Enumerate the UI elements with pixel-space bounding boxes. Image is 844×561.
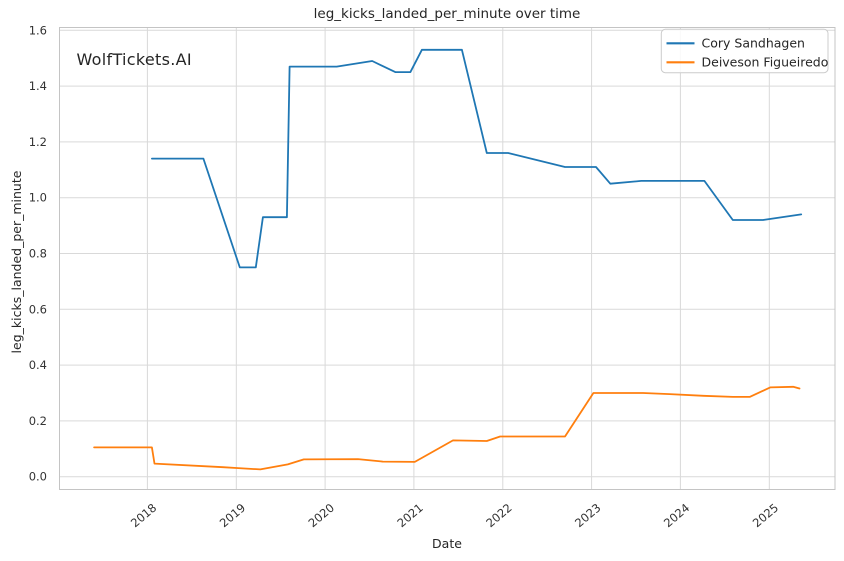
legend-box	[660, 28, 829, 74]
y-tick-label: 0.0	[29, 470, 47, 484]
x-tick-label: 2021	[394, 501, 425, 531]
gridlines	[59, 27, 835, 490]
x-tick-label: 2018	[128, 501, 159, 531]
data-series	[93, 48, 803, 471]
watermark: WolfTickets.AI	[77, 50, 192, 69]
x-tick-label: 2025	[750, 501, 781, 531]
y-tick-label: 0.6	[29, 302, 47, 316]
y-tick-label: 1.0	[29, 191, 47, 205]
y-tick-label: 1.4	[29, 79, 47, 93]
y-tick-label: 1.6	[29, 23, 47, 37]
y-tick-label: 0.2	[29, 414, 47, 428]
y-axis-tick-labels: 0.0 0.2 0.4 0.6 0.8 1.0 1.2 1.4 1.6	[29, 23, 47, 483]
y-tick-label: 1.2	[29, 135, 47, 149]
x-tick-label: 2019	[217, 501, 248, 531]
x-tick-label: 2022	[483, 501, 514, 531]
x-axis-label: Date	[432, 536, 462, 551]
y-tick-label: 0.4	[29, 358, 47, 372]
legend-label: Cory Sandhagen	[702, 36, 805, 51]
chart-title: leg_kicks_landed_per_minute over time	[314, 6, 581, 22]
legend: Cory Sandhagen Deiveson Figueiredo	[660, 28, 829, 74]
y-tick-label: 0.8	[29, 247, 47, 261]
x-axis-tick-labels: 2018 2019 2020 2021 2022 2023 2024 2025	[128, 501, 781, 531]
plot-border	[59, 27, 836, 490]
y-axis-label: leg_kicks_landed_per_minute	[9, 170, 24, 353]
series-line-cory-sandhagen	[150, 48, 803, 269]
x-tick-label: 2020	[306, 501, 337, 531]
series-line-deiveson-figueiredo	[93, 385, 801, 471]
legend-label: Deiveson Figueiredo	[702, 55, 829, 70]
x-tick-label: 2023	[572, 501, 603, 531]
x-tick-label: 2024	[661, 501, 692, 531]
